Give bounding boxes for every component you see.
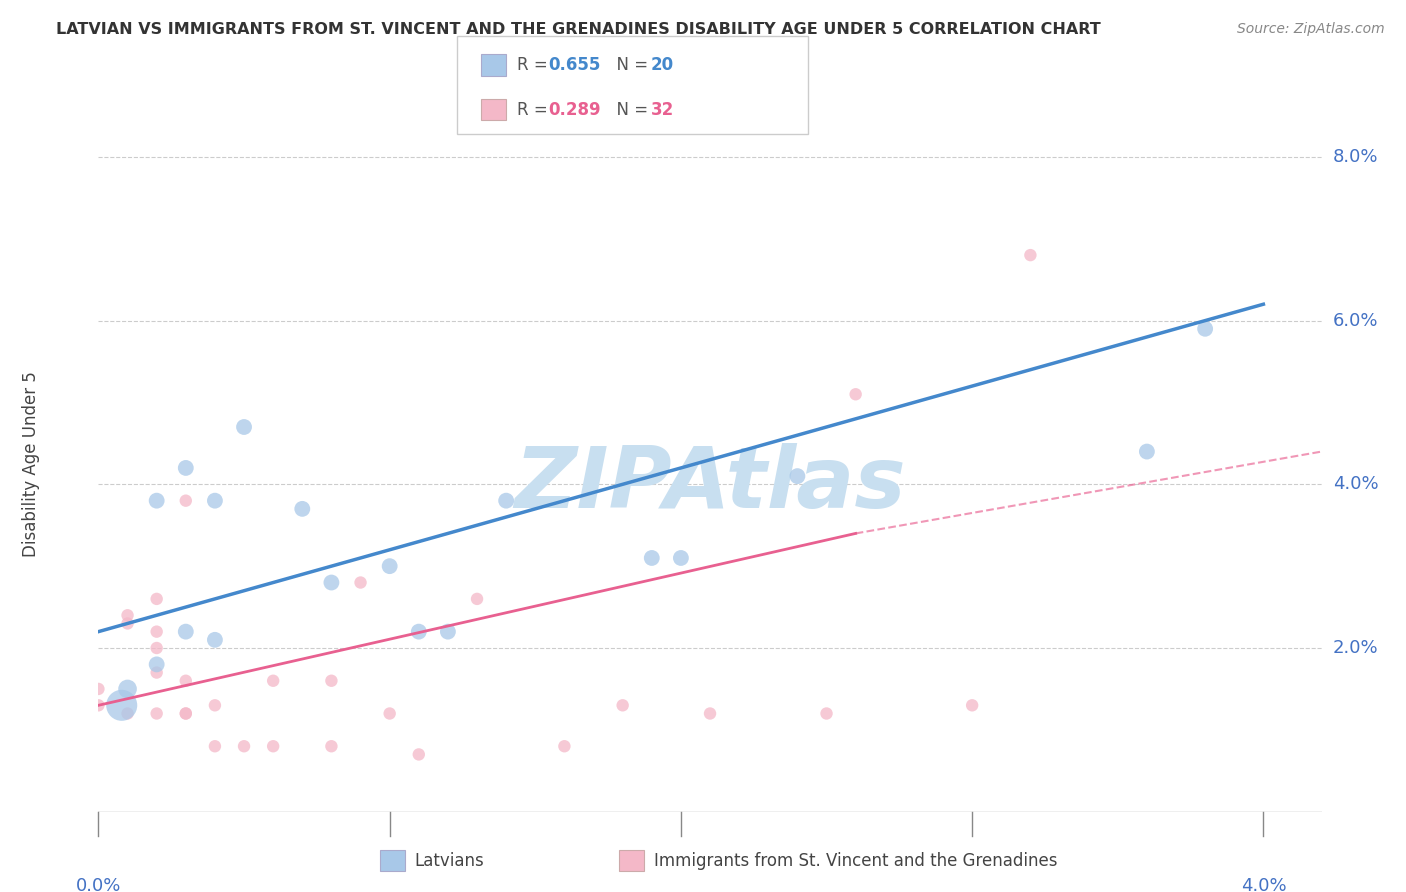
Text: 0.0%: 0.0% — [76, 877, 121, 892]
Point — [321, 673, 343, 688]
Point — [1136, 444, 1159, 458]
Point — [291, 501, 314, 516]
Point — [612, 698, 634, 713]
Text: 4.0%: 4.0% — [1333, 475, 1378, 493]
Point — [117, 681, 139, 696]
Point — [641, 551, 664, 566]
Point — [204, 493, 226, 508]
Point — [321, 739, 343, 754]
Point — [262, 673, 284, 688]
Point — [233, 739, 256, 754]
Text: R =: R = — [517, 101, 554, 119]
Text: 0.655: 0.655 — [548, 56, 600, 74]
Text: 2.0%: 2.0% — [1333, 639, 1378, 657]
Text: R =: R = — [517, 56, 554, 74]
Text: N =: N = — [606, 101, 654, 119]
Point — [204, 698, 226, 713]
Text: Disability Age Under 5: Disability Age Under 5 — [22, 371, 41, 557]
Point — [145, 493, 167, 508]
Point — [174, 493, 197, 508]
Point — [174, 706, 197, 721]
Point — [960, 698, 983, 713]
Point — [408, 624, 430, 639]
Point — [378, 706, 401, 721]
Point — [145, 624, 167, 639]
Point — [845, 387, 868, 401]
Text: 6.0%: 6.0% — [1333, 311, 1378, 330]
Point — [204, 739, 226, 754]
Point — [174, 624, 197, 639]
Text: ZIPAtlas: ZIPAtlas — [515, 443, 905, 526]
Point — [699, 706, 721, 721]
Point — [204, 632, 226, 647]
Point — [174, 706, 197, 721]
Point — [1194, 322, 1216, 336]
Text: 20: 20 — [651, 56, 673, 74]
Text: 8.0%: 8.0% — [1333, 148, 1378, 166]
Point — [262, 739, 284, 754]
Point — [495, 493, 517, 508]
Point — [378, 559, 401, 574]
Point — [117, 608, 139, 623]
Point — [145, 665, 167, 680]
Point — [321, 575, 343, 590]
Point — [349, 575, 371, 590]
Point — [437, 624, 460, 639]
Point — [145, 591, 167, 606]
Point — [174, 673, 197, 688]
Point — [174, 461, 197, 475]
Point — [145, 706, 167, 721]
Point — [111, 698, 134, 713]
Point — [233, 420, 256, 434]
Point — [87, 681, 110, 696]
Point — [669, 551, 692, 566]
Text: 0.289: 0.289 — [548, 101, 600, 119]
Text: Source: ZipAtlas.com: Source: ZipAtlas.com — [1237, 22, 1385, 37]
Point — [553, 739, 575, 754]
Point — [117, 706, 139, 721]
Point — [408, 747, 430, 762]
Point — [145, 640, 167, 655]
Text: N =: N = — [606, 56, 654, 74]
Point — [87, 698, 110, 713]
Text: 32: 32 — [651, 101, 675, 119]
Point — [117, 616, 139, 631]
Text: Latvians: Latvians — [415, 852, 485, 870]
Point — [145, 657, 167, 672]
Point — [786, 469, 808, 483]
Text: LATVIAN VS IMMIGRANTS FROM ST. VINCENT AND THE GRENADINES DISABILITY AGE UNDER 5: LATVIAN VS IMMIGRANTS FROM ST. VINCENT A… — [56, 22, 1101, 37]
Text: 4.0%: 4.0% — [1240, 877, 1286, 892]
Text: Immigrants from St. Vincent and the Grenadines: Immigrants from St. Vincent and the Gren… — [654, 852, 1057, 870]
Point — [1019, 248, 1042, 262]
Point — [815, 706, 838, 721]
Point — [465, 591, 488, 606]
